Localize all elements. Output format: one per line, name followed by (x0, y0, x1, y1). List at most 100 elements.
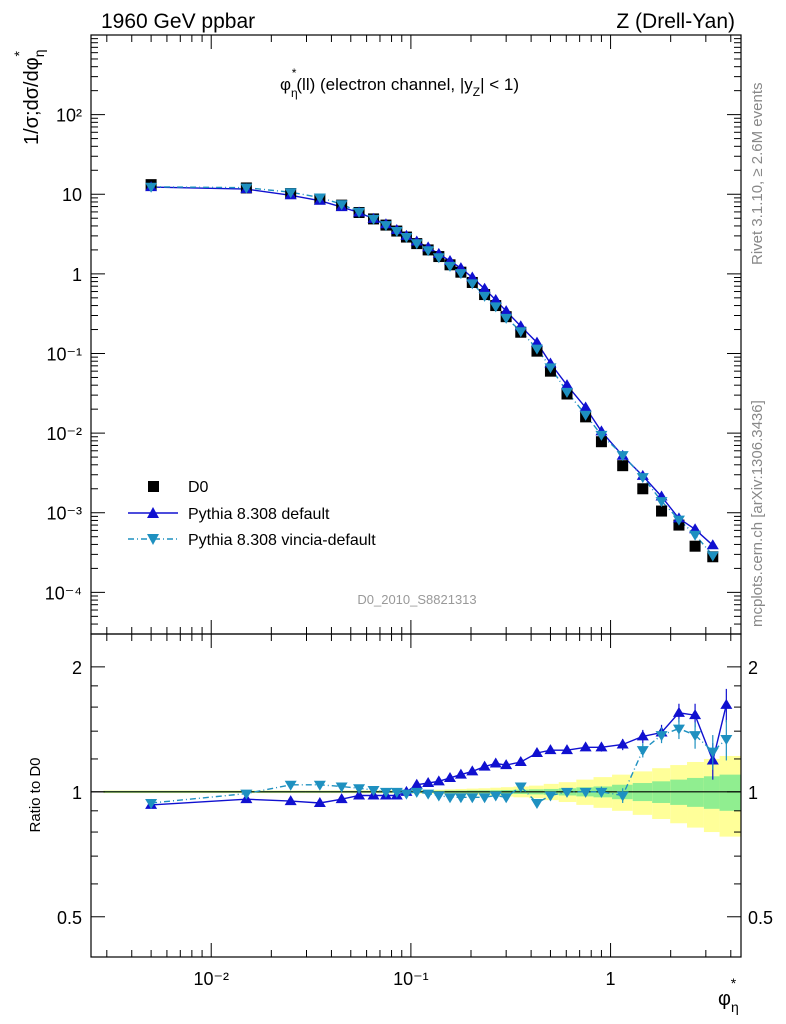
ratio-point-default (544, 744, 557, 755)
main-point-vincia (284, 188, 297, 199)
main-point-default (560, 379, 573, 390)
band-inner-bin (703, 776, 720, 809)
ratio-point-vincia (400, 789, 413, 800)
ratio-point-default (454, 768, 467, 779)
main-point-vincia (478, 291, 491, 302)
legend-label-vincia: Pythia 8.308 vincia-default (188, 532, 376, 549)
main-point-vincia (655, 497, 668, 508)
ratio-point-default (720, 698, 733, 709)
ratio-point-vincia (655, 731, 668, 742)
ratio-frame (90, 633, 742, 958)
ratio-point-vincia (560, 787, 573, 798)
ratio-point-default (410, 778, 423, 789)
ratio-point-vincia (466, 793, 479, 804)
y-tick-label: 10² (56, 106, 82, 126)
main-point-vincia (422, 246, 435, 257)
ratio-point-vincia (530, 798, 543, 809)
ratio-y-tick-label-right: 1 (748, 783, 758, 803)
ratio-point-vincia (367, 786, 380, 797)
d0-point (637, 483, 649, 495)
y-tick-label: 10⁻³ (46, 504, 82, 524)
ratio-point-vincia (672, 724, 685, 735)
main-point-vincia (544, 363, 557, 374)
y-axis-label: 1/σ;dσ/dφη* (11, 50, 47, 146)
ratio-point-default (530, 747, 543, 758)
d0-point (595, 436, 607, 448)
ratio-point-default (313, 796, 326, 807)
main-point-vincia (514, 327, 527, 338)
ratio-y-tick-label: 2 (72, 658, 82, 678)
band-inner-bin (719, 774, 741, 811)
ratio-point-vincia (636, 746, 649, 757)
x-tick-label: 1 (606, 969, 616, 989)
mcplots-label: mcplots.cern.ch [arXiv:1306.3436] (749, 400, 766, 627)
ratio-point-default (560, 744, 573, 755)
ratio-point-default (672, 706, 685, 717)
ratio-point-vincia (432, 791, 445, 802)
main-point-vincia (313, 193, 326, 204)
ratio-point-default (335, 793, 348, 804)
main-point-vincia (616, 451, 629, 462)
ratio-axis-label: Ratio to D0 (27, 757, 44, 832)
legend-label-default: Pythia 8.308 default (188, 506, 330, 523)
main-point-vincia (530, 344, 543, 355)
ratio-point-default (466, 765, 479, 776)
ratio-point-default (432, 775, 445, 786)
ratio-point-vincia (353, 784, 366, 795)
x-tick-label: 10⁻² (193, 969, 229, 989)
legend-marker-vincia (147, 534, 159, 545)
ratio-point-default (636, 730, 649, 741)
main-line-default (151, 186, 714, 546)
main-point-vincia (489, 302, 502, 313)
ratio-point-vincia (313, 780, 326, 791)
main-point-vincia (444, 261, 457, 272)
main-point-default (489, 293, 502, 304)
ratio-point-default (489, 757, 502, 768)
ratio-point-vincia (514, 782, 527, 793)
ratio-y-tick-label-right: 0.5 (748, 908, 773, 928)
y-tick-label: 10⁻¹ (46, 344, 82, 364)
legend-marker-default (147, 507, 159, 518)
ratio-point-vincia (335, 782, 348, 793)
main-point-vincia (240, 183, 253, 194)
ratio-point-default (284, 795, 297, 806)
main-point-vincia (466, 279, 479, 290)
main-point-vincia (353, 207, 366, 218)
ratio-point-vincia (579, 787, 592, 798)
main-point-vincia (390, 227, 403, 238)
analysis-id: D0_2010_S8821313 (357, 592, 476, 607)
ratio-point-vincia (422, 789, 435, 800)
main-point-vincia (595, 430, 608, 441)
main-point-vincia (432, 253, 445, 264)
ratio-point-default (422, 777, 435, 788)
main-point-vincia (410, 239, 423, 250)
ratio-point-vincia (706, 747, 719, 758)
legend: D0 Pythia 8.308 default Pythia 8.308 vin… (128, 479, 376, 549)
ratio-point-vincia (145, 798, 158, 809)
ratio-point-vincia (544, 791, 557, 802)
main-point-default (478, 282, 491, 293)
energy-label: 1960 GeV ppbar (101, 10, 255, 33)
axes: 10⁻² 10⁻¹ 1 10⁻⁴ 10⁻³ 10⁻² 10⁻¹ 1 10 10² 0.5 0.5 1 1 2… (45, 34, 773, 989)
d0-point (689, 540, 701, 552)
main-point-vincia (367, 214, 380, 225)
main-point-default (500, 305, 513, 316)
main-point-default (706, 539, 719, 550)
main-point-vincia (579, 410, 592, 421)
ratio-point-default (444, 771, 457, 782)
main-point-vincia (500, 313, 513, 324)
ratio-y-tick-label: 0.5 (57, 908, 82, 928)
x-tick-label: 10⁻¹ (393, 969, 429, 989)
d0-point (617, 460, 629, 472)
ratio-point-vincia (454, 793, 467, 804)
ratio-point-vincia (478, 793, 491, 804)
ratio-point-vincia (500, 793, 513, 804)
ratio-point-vincia (616, 791, 629, 802)
main-point-vincia (672, 515, 685, 526)
ratio-plot-area (91, 688, 741, 837)
ratio-y-tick-label-right: 2 (748, 658, 758, 678)
legend-marker-d0 (148, 481, 159, 492)
ratio-point-default (579, 741, 592, 752)
ratio-point-vincia (595, 787, 608, 798)
main-point-vincia (400, 233, 413, 244)
